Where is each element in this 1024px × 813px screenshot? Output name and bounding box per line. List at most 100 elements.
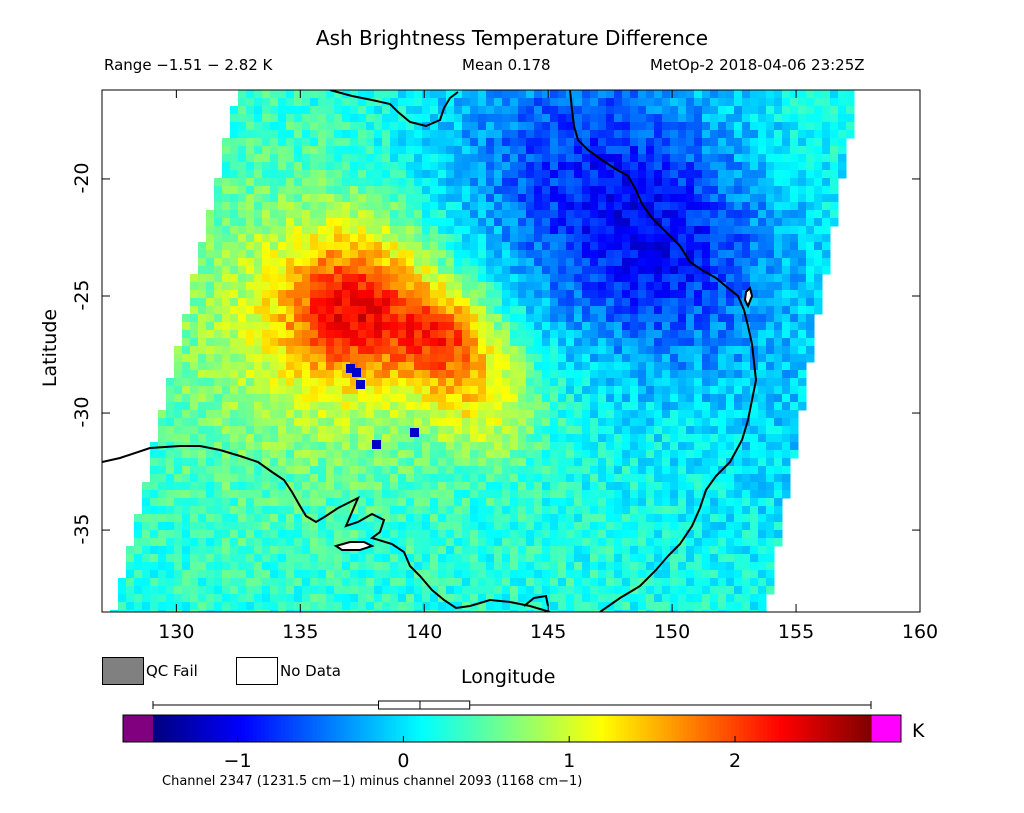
swath-pixel bbox=[638, 362, 647, 371]
swath-pixel bbox=[446, 586, 455, 595]
swath-pixel bbox=[710, 466, 719, 475]
swath-pixel bbox=[526, 122, 535, 131]
swath-pixel bbox=[422, 298, 431, 307]
swath-pixel bbox=[814, 122, 823, 131]
swath-pixel bbox=[678, 106, 687, 115]
swath-pixel bbox=[318, 530, 327, 539]
swath-pixel bbox=[726, 538, 735, 547]
swath-pixel bbox=[278, 410, 287, 419]
swath-pixel bbox=[606, 562, 615, 571]
swath-pixel bbox=[286, 554, 295, 563]
swath-pixel bbox=[622, 418, 631, 427]
swath-pixel bbox=[326, 194, 335, 203]
swath-pixel bbox=[726, 234, 735, 243]
swath-pixel bbox=[438, 362, 447, 371]
swath-pixel bbox=[558, 330, 567, 339]
swath-pixel bbox=[646, 170, 655, 179]
swath-pixel bbox=[326, 442, 335, 451]
swath-pixel bbox=[486, 282, 495, 291]
swath-data-layer bbox=[110, 90, 855, 612]
swath-pixel bbox=[374, 306, 383, 315]
swath-pixel bbox=[590, 106, 599, 115]
swath-pixel bbox=[302, 346, 311, 355]
swath-pixel bbox=[734, 346, 743, 355]
swath-pixel bbox=[446, 370, 455, 379]
swath-pixel bbox=[374, 378, 383, 387]
swath-pixel bbox=[662, 314, 671, 323]
swath-pixel bbox=[558, 298, 567, 307]
swath-pixel bbox=[414, 250, 423, 259]
swath-pixel bbox=[710, 314, 719, 323]
swath-pixel bbox=[230, 554, 239, 563]
swath-pixel bbox=[254, 170, 263, 179]
swath-pixel bbox=[222, 514, 231, 523]
swath-pixel bbox=[334, 274, 343, 283]
swath-pixel bbox=[542, 450, 551, 459]
swath-pixel bbox=[518, 458, 527, 467]
swath-pixel bbox=[446, 250, 455, 259]
swath-pixel bbox=[342, 394, 351, 403]
swath-pixel bbox=[542, 178, 551, 187]
swath-pixel bbox=[606, 506, 615, 515]
swath-pixel bbox=[574, 98, 583, 107]
swath-pixel bbox=[382, 482, 391, 491]
swath-pixel bbox=[718, 194, 727, 203]
swath-pixel bbox=[302, 234, 311, 243]
swath-pixel bbox=[294, 290, 303, 299]
swath-pixel bbox=[302, 466, 311, 475]
swath-pixel bbox=[422, 234, 431, 243]
swath-pixel bbox=[374, 210, 383, 219]
swath-pixel bbox=[382, 210, 391, 219]
swath-pixel bbox=[654, 538, 663, 547]
swath-pixel bbox=[166, 570, 175, 579]
swath-pixel bbox=[462, 330, 471, 339]
swath-pixel bbox=[766, 434, 775, 443]
swath-pixel bbox=[150, 586, 159, 595]
swath-pixel bbox=[294, 194, 303, 203]
swath-pixel bbox=[646, 346, 655, 355]
swath-pixel bbox=[326, 538, 335, 547]
swath-pixel bbox=[166, 410, 175, 419]
swath-pixel bbox=[742, 466, 751, 475]
swath-pixel bbox=[630, 258, 639, 267]
swath-pixel bbox=[574, 322, 583, 331]
swath-pixel bbox=[334, 402, 343, 411]
swath-pixel bbox=[766, 466, 775, 475]
swath-pixel bbox=[710, 178, 719, 187]
swath-pixel bbox=[222, 586, 231, 595]
swath-pixel bbox=[758, 178, 767, 187]
swath-pixel bbox=[350, 138, 359, 147]
swath-pixel bbox=[422, 330, 431, 339]
swath-pixel bbox=[374, 554, 383, 563]
swath-pixel bbox=[302, 570, 311, 579]
swath-pixel bbox=[494, 242, 503, 251]
swath-pixel bbox=[390, 458, 399, 467]
swath-pixel bbox=[542, 530, 551, 539]
swath-pixel bbox=[414, 378, 423, 387]
swath-pixel bbox=[438, 170, 447, 179]
swath-pixel bbox=[766, 330, 775, 339]
swath-pixel bbox=[262, 386, 271, 395]
swath-pixel bbox=[198, 338, 207, 347]
swath-pixel bbox=[566, 162, 575, 171]
swath-pixel bbox=[462, 186, 471, 195]
swath-pixel bbox=[198, 306, 207, 315]
swath-pixel bbox=[518, 586, 527, 595]
swath-pixel bbox=[502, 298, 511, 307]
swath-pixel bbox=[718, 202, 727, 211]
swath-pixel bbox=[286, 90, 295, 99]
swath-pixel bbox=[726, 122, 735, 131]
swath-pixel bbox=[470, 490, 479, 499]
swath-pixel bbox=[686, 298, 695, 307]
swath-pixel bbox=[214, 386, 223, 395]
swath-pixel bbox=[782, 370, 791, 379]
swath-pixel bbox=[782, 402, 791, 411]
swath-pixel bbox=[270, 306, 279, 315]
swath-pixel bbox=[398, 490, 407, 499]
swath-pixel bbox=[774, 298, 783, 307]
swath-pixel bbox=[286, 418, 295, 427]
swath-pixel bbox=[190, 578, 199, 587]
swath-pixel bbox=[670, 250, 679, 259]
swath-pixel bbox=[574, 186, 583, 195]
swath-pixel bbox=[126, 586, 135, 595]
